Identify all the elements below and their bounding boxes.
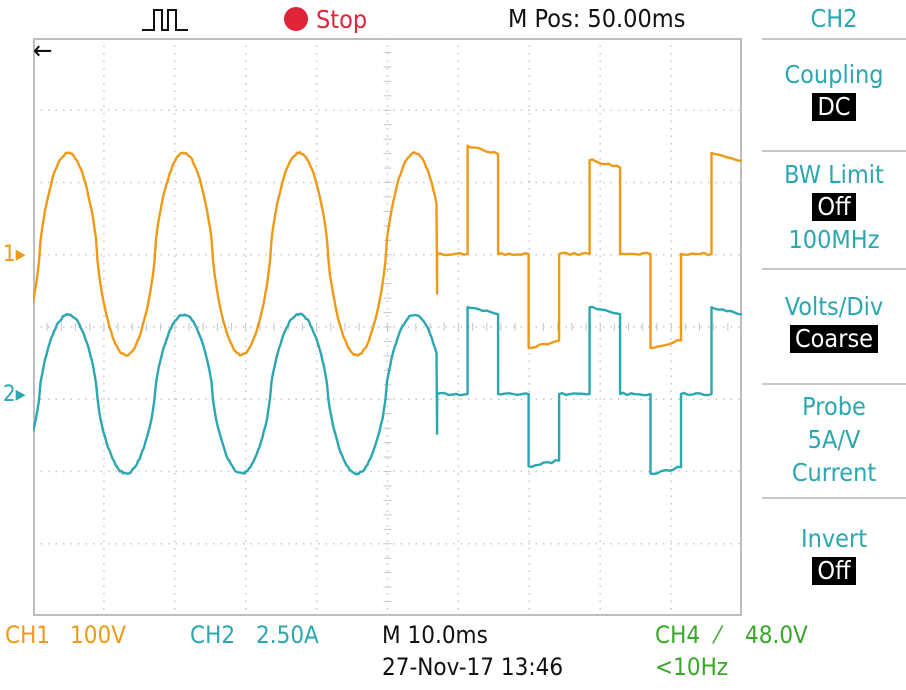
menu-divider (762, 383, 906, 385)
stop-icon (284, 7, 308, 31)
bw-limit-button[interactable]: BW Limit Off 100MHz (762, 158, 906, 256)
bw-limit-label: BW Limit (762, 158, 906, 191)
rising-edge-icon: ⁄ (716, 619, 720, 651)
probe-ratio: 5A/V (762, 423, 906, 456)
coupling-value: DC (812, 93, 855, 121)
ch2-label: CH2 (190, 619, 235, 651)
bw-limit-extra: 100MHz (762, 223, 906, 256)
invert-value: Off (812, 557, 855, 585)
ch1-scale: 100V (70, 619, 126, 651)
probe-button[interactable]: Probe 5A/V Current (762, 390, 906, 489)
menu-divider (762, 150, 906, 152)
left-arrow-icon: ← (33, 40, 53, 62)
waveform-display (33, 38, 742, 616)
probe-type: Current (762, 456, 906, 489)
date-time: 27-Nov-17 13:46 (382, 651, 563, 683)
invert-label: Invert (762, 522, 906, 555)
trigger-pulse-icon (140, 4, 200, 34)
menu-divider (762, 38, 906, 40)
run-state-label: Stop (316, 5, 367, 34)
ch2-ground-marker: 2▸ (3, 384, 26, 406)
volts-div-button[interactable]: Volts/Div Coarse (762, 290, 906, 355)
menu-divider (762, 497, 906, 499)
run-state-indicator[interactable]: Stop (284, 4, 367, 34)
menu-header: CH2 (762, 4, 906, 34)
trigger-level: 48.0V (745, 619, 808, 651)
horizontal-position: M Pos: 50.00ms (508, 4, 685, 34)
volts-div-label: Volts/Div (762, 290, 906, 323)
timebase: M 10.0ms (382, 619, 488, 651)
menu-divider (762, 268, 906, 270)
ch2-scale: 2.50A (256, 619, 319, 651)
coupling-label: Coupling (762, 58, 906, 91)
invert-button[interactable]: Invert Off (762, 522, 906, 587)
probe-label: Probe (762, 390, 906, 423)
coupling-button[interactable]: Coupling DC (762, 58, 906, 123)
ch1-label: CH1 (5, 619, 50, 651)
bw-limit-value: Off (812, 193, 855, 221)
status-bar-bottom: CH1 100V CH2 2.50A M 10.0ms 27-Nov-17 13… (0, 617, 906, 690)
side-menu: CH2 Coupling DC BW Limit Off 100MHz Volt… (762, 0, 906, 618)
ch1-ground-marker: 1▸ (3, 244, 26, 266)
trigger-source: CH4 (655, 619, 700, 651)
trigger-frequency: <10Hz (655, 651, 728, 683)
volts-div-value: Coarse (790, 325, 878, 353)
